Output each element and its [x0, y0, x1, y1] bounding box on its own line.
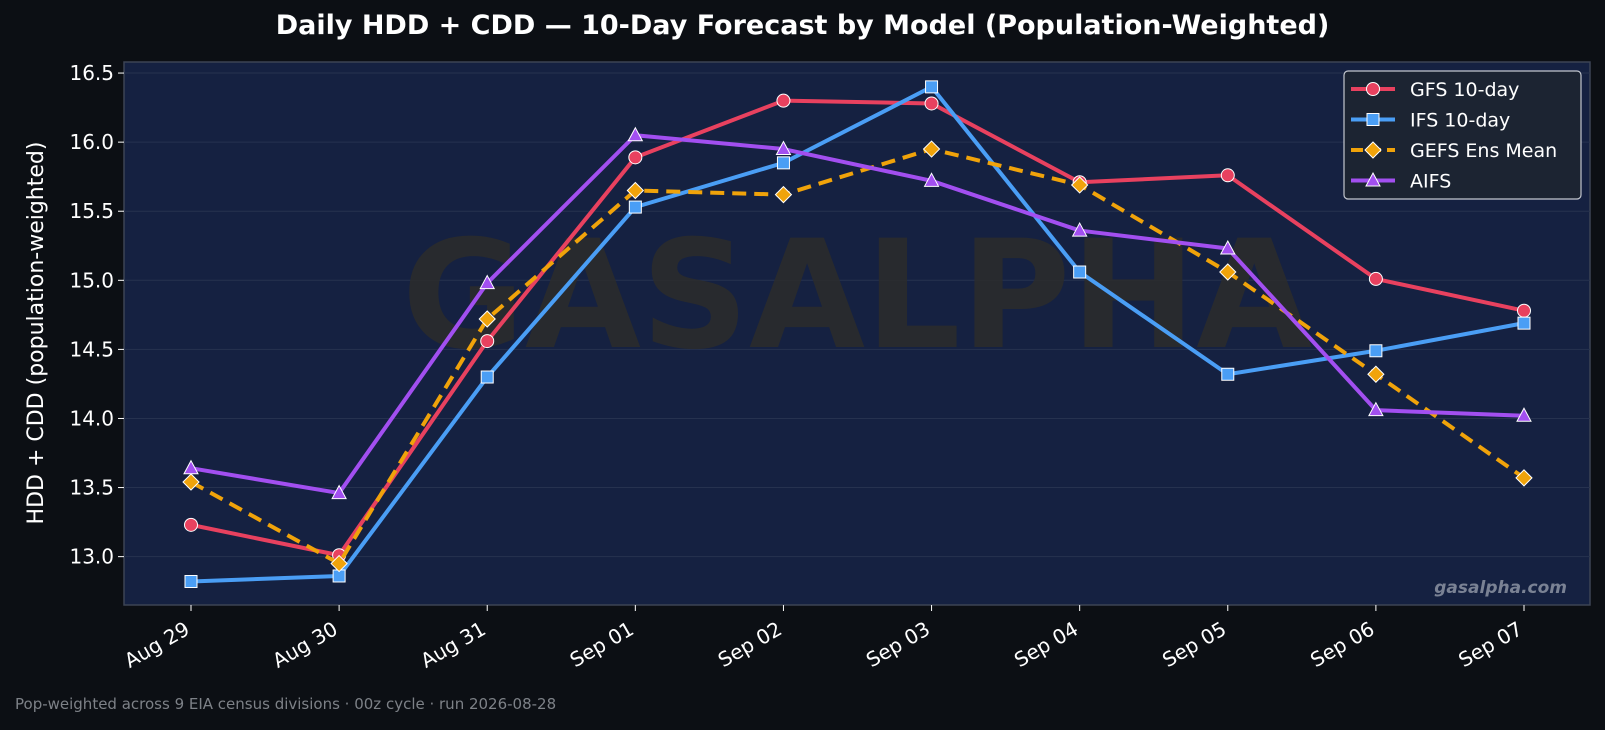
x-tick-label: Sep 06 [1306, 617, 1378, 673]
data-point [1219, 263, 1237, 281]
data-point [1515, 469, 1533, 487]
data-point [626, 181, 645, 200]
data-point [1516, 407, 1532, 422]
x-tick-label: Aug 31 [416, 617, 489, 673]
x-tick-label: Sep 02 [714, 617, 786, 673]
legend-marker [1365, 171, 1381, 187]
data-point [1368, 271, 1383, 286]
y-tick-label: 13.5 [69, 476, 114, 500]
data-point [775, 140, 792, 156]
data-point [1369, 344, 1383, 358]
y-tick-label: 13.0 [69, 545, 114, 569]
data-point [1367, 365, 1385, 383]
data-point [184, 517, 198, 532]
chart-title: Daily HDD + CDD — 10-Day Forecast by Mod… [275, 10, 1330, 41]
y-tick-label: 14.5 [69, 337, 114, 361]
legend-marker [1366, 82, 1380, 96]
legend-marker [1364, 141, 1382, 159]
data-point [480, 334, 495, 349]
data-point [478, 310, 496, 328]
data-point [923, 172, 940, 187]
series-line [189, 84, 1526, 584]
y-axis-ticks: 13.0 13.5 14.0 14.5 15.0 15.5 16.0 16.5 [69, 61, 124, 569]
data-point [1517, 316, 1531, 330]
data-point [1071, 222, 1088, 237]
grid-lines [124, 72, 1590, 558]
x-tick-label: Sep 04 [1010, 617, 1082, 673]
footer-note: Pop-weighted across 9 EIA census divisio… [15, 695, 557, 713]
data-point [776, 93, 791, 108]
series-ifs-10-day [184, 80, 1531, 589]
data-point [627, 126, 644, 142]
x-tick-label: Aug 30 [268, 617, 341, 673]
data-point [1221, 367, 1235, 381]
data-point [922, 140, 941, 158]
data-point [183, 459, 199, 475]
series-line [190, 147, 1526, 566]
legend: GFS 10-day IFS 10-day GEFS Ens Mean AIFS [1343, 70, 1582, 200]
data-point [1220, 168, 1235, 183]
data-point [628, 150, 643, 165]
data-point [776, 156, 790, 170]
series-line [189, 98, 1526, 558]
data-point [182, 473, 200, 491]
data-point [1368, 401, 1384, 417]
legend-box [1343, 70, 1582, 200]
data-point [924, 96, 939, 111]
data-point [330, 554, 348, 573]
data-point [1219, 239, 1236, 255]
data-point [331, 484, 347, 500]
x-axis-ticks: Aug 29 Aug 30 Aug 31 Sep 01 Sep 02 Sep 03 Sep … [120, 605, 1527, 673]
data-point [925, 80, 939, 94]
series-layer [182, 80, 1533, 589]
y-axis-label: HDD + CDD (population-weighted) [24, 142, 49, 525]
x-tick-label: Sep 01 [566, 617, 638, 673]
x-tick-label: Sep 03 [862, 617, 934, 673]
legend-marker [1366, 113, 1380, 126]
y-tick-label: 16.5 [69, 61, 114, 85]
data-point [1073, 265, 1087, 279]
data-point [1070, 176, 1089, 194]
data-point [480, 370, 494, 384]
data-point [479, 274, 496, 290]
data-point [774, 185, 793, 204]
series-line [189, 133, 1526, 496]
series-gfs-10-day [184, 93, 1531, 563]
y-tick-label: 15.5 [69, 199, 114, 223]
legend-label: AIFS [1410, 171, 1451, 193]
watermark: GASALPHA [402, 209, 1312, 383]
site-label: gasalpha.com [1434, 578, 1567, 598]
y-tick-label: 16.0 [69, 130, 114, 154]
data-point [1517, 303, 1531, 318]
y-tick-label: 15.0 [69, 268, 114, 292]
y-tick-label: 14.0 [69, 406, 114, 430]
data-point [184, 575, 198, 589]
x-tick-label: Sep 07 [1454, 617, 1526, 673]
legend-label: GFS 10-day [1410, 79, 1519, 101]
x-tick-label: Sep 05 [1158, 617, 1230, 673]
x-tick-label: Aug 29 [120, 617, 193, 673]
legend-label: IFS 10-day [1410, 110, 1510, 132]
legend-label: GEFS Ens Mean [1410, 140, 1557, 162]
series-gefs-ens-mean [182, 140, 1533, 573]
data-point [628, 200, 642, 214]
series-aifs [183, 126, 1532, 500]
